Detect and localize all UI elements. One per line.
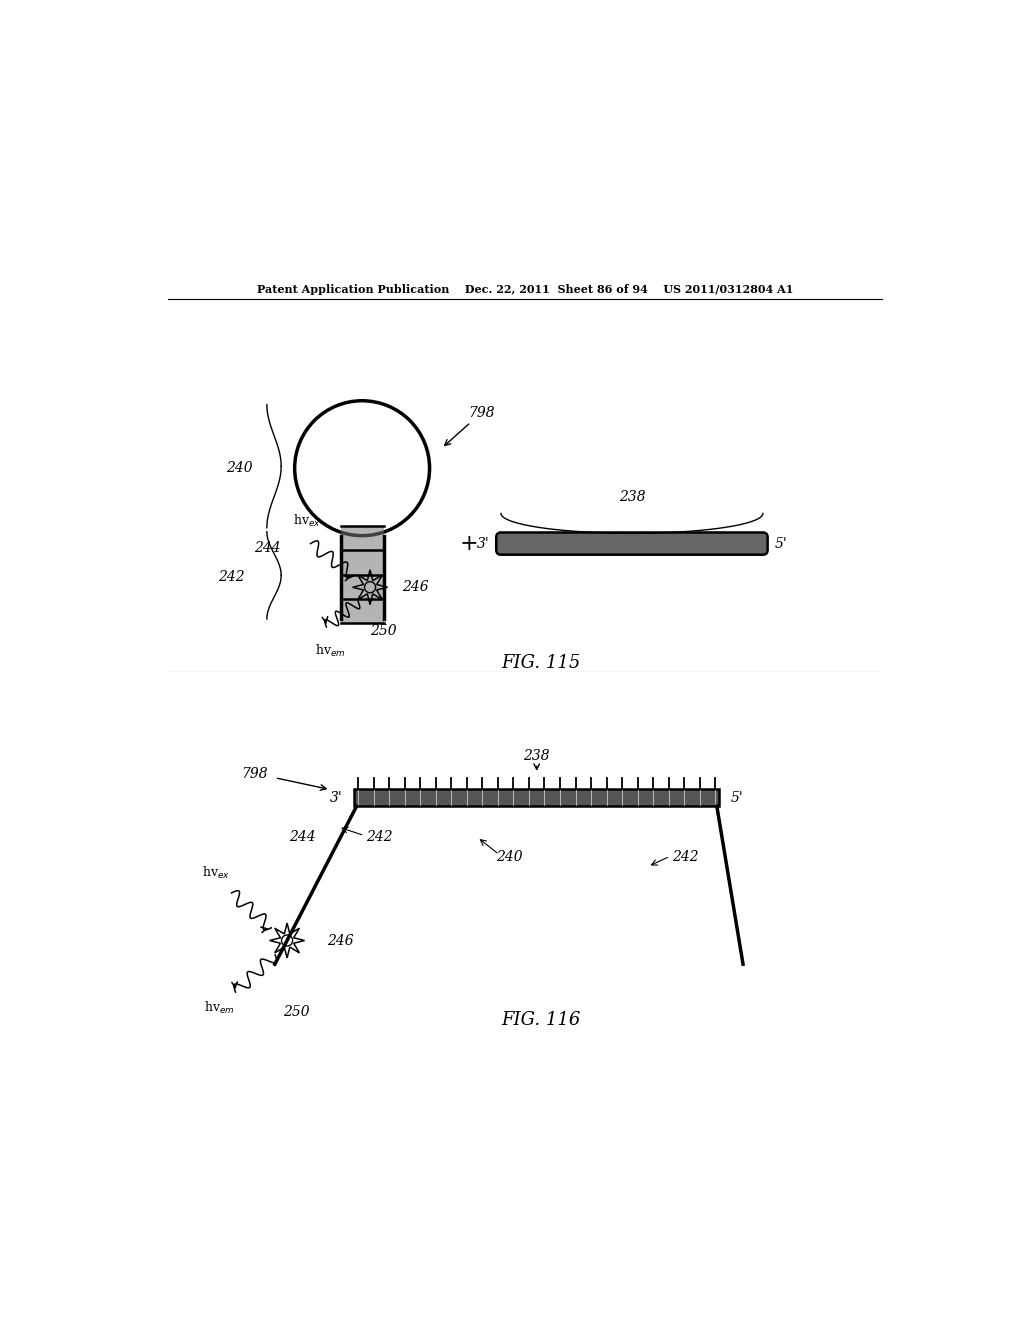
Text: 3': 3' xyxy=(476,537,489,550)
Text: +: + xyxy=(460,532,478,554)
Text: 242: 242 xyxy=(672,850,698,865)
Text: 5': 5' xyxy=(775,537,787,550)
Bar xyxy=(354,789,719,807)
Bar xyxy=(341,527,384,550)
Text: hv$_{em}$: hv$_{em}$ xyxy=(205,1001,234,1016)
Text: 250: 250 xyxy=(283,1005,309,1019)
Text: 242: 242 xyxy=(218,570,245,585)
Text: 246: 246 xyxy=(401,581,428,594)
Text: hv$_{ex}$: hv$_{ex}$ xyxy=(202,865,229,880)
Text: 240: 240 xyxy=(225,461,253,475)
Text: 240: 240 xyxy=(496,850,522,865)
Text: 246: 246 xyxy=(327,933,353,948)
Text: 244: 244 xyxy=(254,541,281,554)
Text: 798: 798 xyxy=(242,767,268,780)
Bar xyxy=(341,599,384,623)
Text: hv$_{ex}$: hv$_{ex}$ xyxy=(293,513,321,529)
Text: hv$_{em}$: hv$_{em}$ xyxy=(315,643,346,659)
Text: 3': 3' xyxy=(330,791,342,805)
Text: FIG. 116: FIG. 116 xyxy=(501,1011,581,1028)
Text: FIG. 115: FIG. 115 xyxy=(501,653,581,672)
Bar xyxy=(341,550,384,574)
Text: 250: 250 xyxy=(370,624,396,638)
Text: 5': 5' xyxy=(731,791,743,805)
Text: 238: 238 xyxy=(523,750,550,763)
Text: 798: 798 xyxy=(468,405,495,420)
Text: 244: 244 xyxy=(289,830,316,845)
Text: Patent Application Publication    Dec. 22, 2011  Sheet 86 of 94    US 2011/03128: Patent Application Publication Dec. 22, … xyxy=(257,284,793,296)
FancyBboxPatch shape xyxy=(497,532,768,554)
Bar xyxy=(341,574,384,599)
Text: 238: 238 xyxy=(618,490,645,504)
Text: 242: 242 xyxy=(367,830,393,845)
